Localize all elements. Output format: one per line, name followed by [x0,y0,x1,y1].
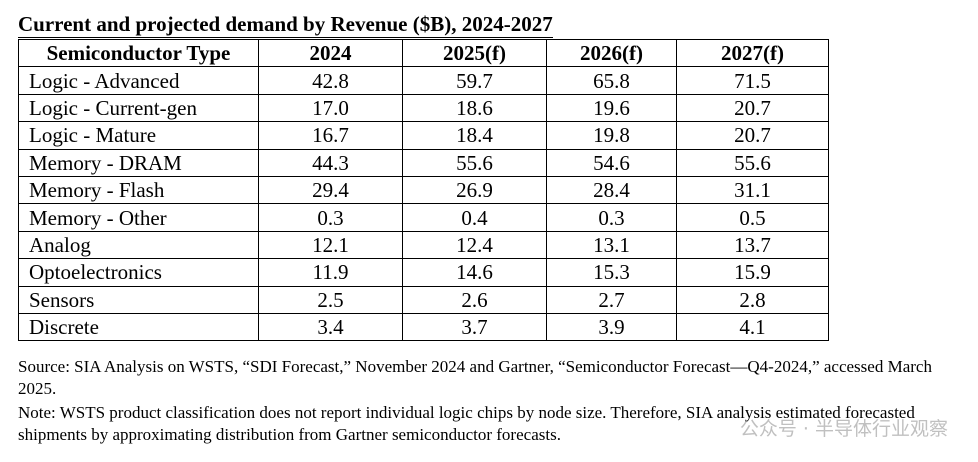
cell-2024: 11.9 [258,258,403,287]
cell-2027f: 71.5 [676,66,829,95]
header-2024: 2024 [258,38,403,68]
table-row: Logic - Current-gen 17.0 18.6 19.6 20.7 [18,93,829,123]
cell-2026f: 28.4 [546,175,677,205]
cell-2024: 29.4 [258,175,403,205]
source-note: Source: SIA Analysis on WSTS, “SDI Forec… [18,357,932,398]
cell-2024: 17.0 [258,93,403,123]
row-category: Memory - Flash [18,175,259,205]
demand-table: Semiconductor Type 2024 2025(f) 2026(f) … [18,38,829,342]
cell-2027f: 20.7 [676,121,829,150]
row-category: Logic - Mature [18,121,259,150]
cell-2024: 16.7 [258,121,403,150]
cell-2025f: 12.4 [402,230,547,260]
row-category: Logic - Advanced [18,66,259,95]
cell-2025f: 2.6 [402,285,547,314]
cell-2025f: 3.7 [402,312,547,342]
cell-2024: 3.4 [258,312,403,342]
cell-2024: 0.3 [258,203,403,232]
cell-2024: 44.3 [258,148,403,177]
cell-2027f: 20.7 [676,93,829,123]
table-row: Sensors 2.5 2.6 2.7 2.8 [18,285,829,314]
cell-2027f: 31.1 [676,175,829,205]
header-2027f: 2027(f) [676,38,829,68]
cell-2027f: 4.1 [676,312,829,342]
table-row: Memory - DRAM 44.3 55.6 54.6 55.6 [18,148,829,177]
table-row: Logic - Advanced 42.8 59.7 65.8 71.5 [18,66,829,95]
header-2026f: 2026(f) [546,38,677,68]
cell-2027f: 15.9 [676,258,829,287]
row-category: Memory - Other [18,203,259,232]
cell-2026f: 65.8 [546,66,677,95]
cell-2025f: 55.6 [402,148,547,177]
cell-2025f: 0.4 [402,203,547,232]
cell-2026f: 2.7 [546,285,677,314]
table-row: Memory - Flash 29.4 26.9 28.4 31.1 [18,175,829,205]
cell-2024: 2.5 [258,285,403,314]
table-body: Logic - Advanced 42.8 59.7 65.8 71.5 Logic - … [18,66,829,342]
row-category: Memory - DRAM [18,148,259,177]
cell-2025f: 26.9 [402,175,547,205]
row-category: Logic - Current-gen [18,93,259,123]
cell-2025f: 59.7 [402,66,547,95]
cell-2026f: 19.8 [546,121,677,150]
cell-2027f: 13.7 [676,230,829,260]
watermark: 公众号 · 半导体行业观察 [739,418,948,440]
cell-2026f: 54.6 [546,148,677,177]
table-row: Optoelectronics 11.9 14.6 15.3 15.9 [18,258,829,287]
header-row: Semiconductor Type 2024 2025(f) 2026(f) … [18,38,829,68]
row-category: Sensors [18,285,259,314]
cell-2024: 42.8 [258,66,403,95]
cell-2026f: 0.3 [546,203,677,232]
methodology-note: Note: WSTS product classification does n… [18,403,915,444]
cell-2025f: 14.6 [402,258,547,287]
header-semiconductor-type: Semiconductor Type [18,38,259,68]
table-row: Analog 12.1 12.4 13.1 13.7 [18,230,829,260]
footnotes: Source: SIA Analysis on WSTS, “SDI Forec… [18,356,963,448]
cell-2027f: 55.6 [676,148,829,177]
cell-2027f: 0.5 [676,203,829,232]
cell-2025f: 18.4 [402,121,547,150]
row-category: Discrete [18,312,259,342]
cell-2025f: 18.6 [402,93,547,123]
cell-2026f: 19.6 [546,93,677,123]
header-2025f: 2025(f) [402,38,547,68]
table-row: Logic - Mature 16.7 18.4 19.8 20.7 [18,121,829,150]
cell-2024: 12.1 [258,230,403,260]
cell-2026f: 15.3 [546,258,677,287]
table-title: Current and projected demand by Revenue … [18,12,553,38]
cell-2026f: 13.1 [546,230,677,260]
cell-2027f: 2.8 [676,285,829,314]
table-row: Memory - Other 0.3 0.4 0.3 0.5 [18,203,829,232]
row-category: Optoelectronics [18,258,259,287]
table-row: Discrete 3.4 3.7 3.9 4.1 [18,312,829,342]
row-category: Analog [18,230,259,260]
cell-2026f: 3.9 [546,312,677,342]
